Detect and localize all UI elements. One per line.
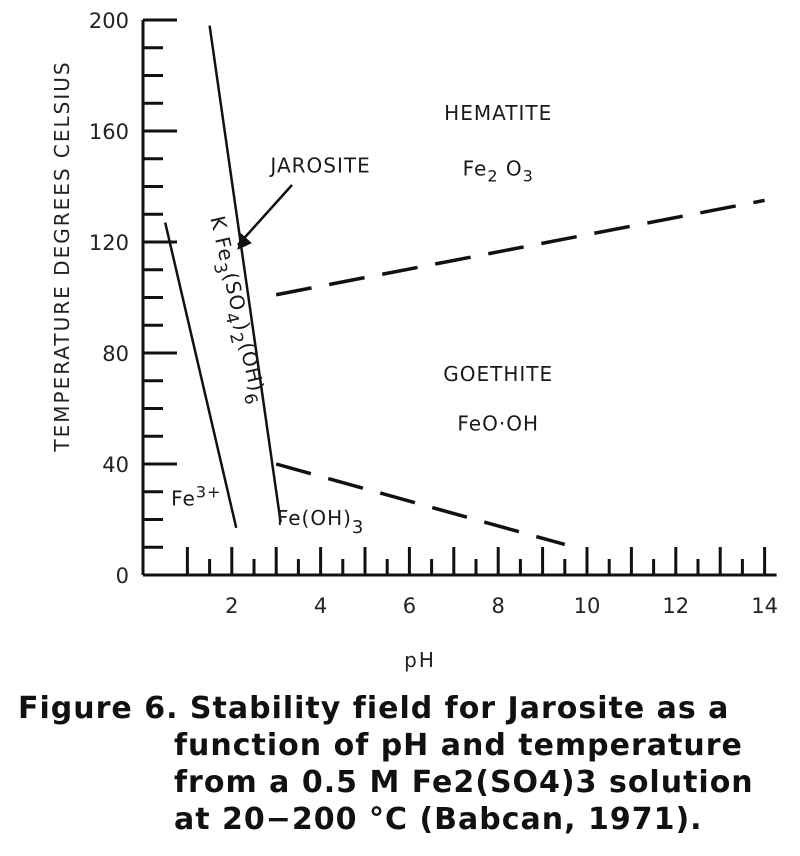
caption-line-4: at 20−200 °C (Babcan, 1971). <box>174 802 703 837</box>
y-tick-label: 120 <box>89 231 129 255</box>
x-tick-label: 6 <box>403 594 416 618</box>
label-goethite-formula: FeO·OH <box>457 412 539 436</box>
boundary-line-4 <box>275 462 566 547</box>
x-tick-label: 2 <box>225 594 238 618</box>
x-tick-label: 8 <box>492 594 505 618</box>
x-tick-label: 12 <box>662 594 689 618</box>
chart-annotations: HEMATITE Fe2 O3 JAROSITE GOETHITE FeO·OH Fe3+… <box>171 101 553 538</box>
label-jarosite-formula: K Fe3(SO4)2(OH)6 <box>199 214 272 408</box>
x-tick-label: 4 <box>314 594 327 618</box>
label-hematite-formula: Fe2 O3 <box>463 156 534 185</box>
y-tick-label: 200 <box>89 9 129 33</box>
axes: 0 40 80 120 160 200 2 4 6 8 10 12 14 pH TEMPERATURE DE… <box>50 9 778 672</box>
y-tick-label: 0 <box>116 564 129 588</box>
boundary-line-1 <box>163 222 238 529</box>
y-axis-title: TEMPERATURE DEGREES CELSIUS <box>50 60 74 452</box>
boundary-line-3 <box>275 198 765 297</box>
label-goethite: GOETHITE <box>443 362 553 386</box>
x-axis-title: pH <box>404 648 436 672</box>
label-jarosite: JAROSITE <box>268 154 370 178</box>
label-ferric-hydroxide: Fe(OH)3 <box>277 506 365 538</box>
chart-series <box>163 25 765 547</box>
label-hematite: HEMATITE <box>444 101 552 125</box>
boundary-line-2 <box>208 25 282 523</box>
x-tick-label: 10 <box>574 594 601 618</box>
label-ferric-ion: Fe3+ <box>171 483 221 511</box>
stability-field-chart: 0 40 80 120 160 200 2 4 6 8 10 12 14 pH TEMPERATURE DE… <box>50 9 778 672</box>
caption-line-1: Figure 6. Stability field for Jarosite a… <box>18 691 730 726</box>
jarosite-arrow <box>237 184 293 246</box>
jarosite-arrowhead <box>237 233 252 250</box>
caption-line-2: function of pH and temperature <box>174 728 743 763</box>
y-tick-label: 160 <box>89 120 129 144</box>
caption-line-3: from a 0.5 M Fe2(SO4)3 solution <box>174 765 754 800</box>
y-tick-label: 40 <box>102 453 129 477</box>
x-tick-label: 14 <box>751 594 778 618</box>
figure-caption: Figure 6. Stability field for Jarosite a… <box>18 690 788 838</box>
y-tick-label: 80 <box>102 342 129 366</box>
